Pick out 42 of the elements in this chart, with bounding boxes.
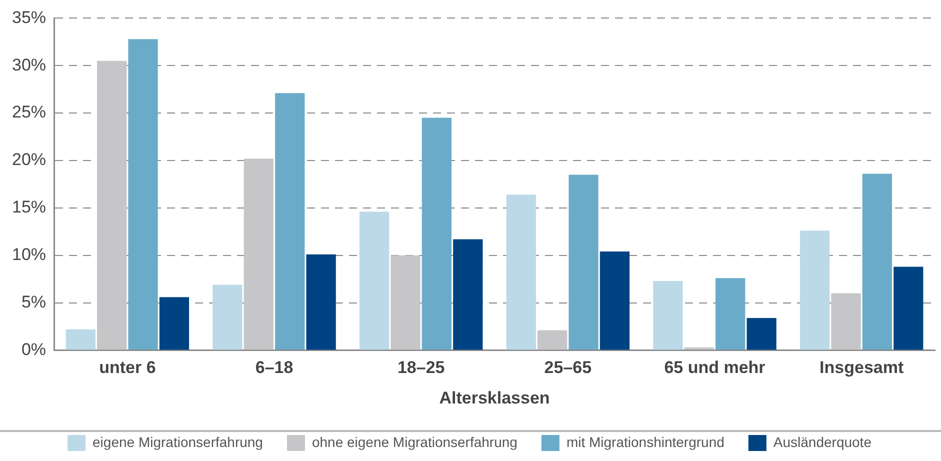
- x-tick-label: 65 und mehr: [664, 358, 766, 378]
- bar: [306, 254, 336, 350]
- bar: [159, 297, 190, 350]
- bar: [894, 266, 924, 350]
- y-tick-label: 25%: [12, 102, 46, 122]
- x-tick-label: unter 6: [99, 358, 156, 378]
- bar: [275, 93, 305, 350]
- bar: [800, 230, 830, 350]
- y-tick-label: 35%: [12, 8, 46, 27]
- x-tick-label: Insgesamt: [820, 358, 904, 378]
- bar: [862, 174, 892, 350]
- bar: [653, 280, 683, 350]
- legend-label: eigene Migrationserfahrung: [92, 434, 263, 450]
- legend-label: mit Migrationshintergrund: [566, 434, 724, 450]
- x-tick-label: 25–65: [544, 358, 592, 378]
- bar: [716, 278, 746, 350]
- y-tick-label: 5%: [21, 292, 46, 312]
- bar: [212, 284, 242, 350]
- bar: [506, 194, 536, 350]
- bar: [66, 329, 96, 350]
- bar: [453, 239, 483, 350]
- x-tick-label: 6–18: [255, 358, 294, 378]
- y-tick-label: 0%: [21, 340, 46, 359]
- bar: [568, 174, 598, 350]
- legend-label: Ausländerquote: [773, 434, 872, 450]
- bar: [831, 293, 861, 350]
- bar: [359, 212, 390, 350]
- legend-label: ohne eigene Migrationserfahrung: [312, 434, 518, 450]
- y-tick-label: 30%: [12, 55, 46, 74]
- x-tick-label: 18–25: [397, 358, 445, 378]
- y-tick-label: 10%: [12, 245, 46, 264]
- bar: [422, 118, 452, 350]
- bar: [244, 158, 274, 350]
- bar: [600, 252, 630, 350]
- bar: [128, 39, 158, 350]
- y-tick-label: 20%: [12, 150, 46, 170]
- bar: [390, 255, 420, 350]
- bar: [97, 60, 127, 350]
- x-axis-title: Altersklassen: [439, 388, 550, 408]
- y-tick-label: 15%: [12, 198, 46, 217]
- bar: [746, 318, 776, 350]
- bar: [538, 330, 568, 350]
